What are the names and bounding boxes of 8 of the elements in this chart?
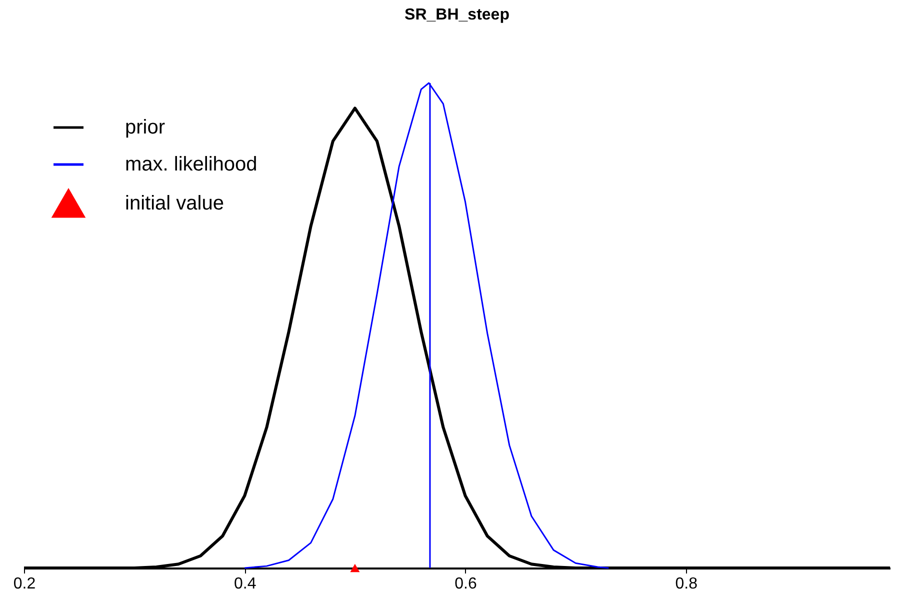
x-tick-label: 0.8: [675, 576, 698, 592]
legend-label: initial value: [125, 192, 224, 214]
chart-title: SR_BH_steep: [404, 6, 510, 24]
legend-label: max. likelihood: [125, 154, 258, 176]
x-tick-label: 0.4: [234, 576, 256, 592]
x-tick-label: 0.2: [13, 576, 36, 592]
legend-label: prior: [125, 116, 166, 138]
x-tick-label: 0.6: [454, 576, 477, 592]
